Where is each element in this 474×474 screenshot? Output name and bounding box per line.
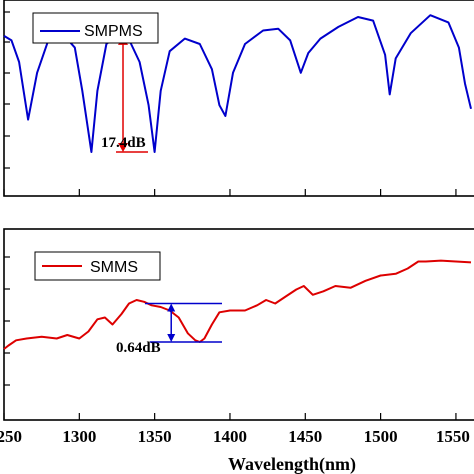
legend-top-label: SMPMS [84,23,143,40]
bottom-panel: 1250 1300 1350 1400 1450 1500 1550 0.64dB SMMS… [0,228,474,474]
series-line-smpms [3,14,472,153]
bottom-y-ticks [4,256,10,386]
annotation-arrowhead-up [167,303,176,312]
legend-bottom-box [34,251,161,281]
x-tick-label: 1450 [288,427,322,446]
top-x-ticks [3,189,457,196]
x-tick-label: 1400 [213,427,247,446]
x-tick-label: 1250 [0,427,22,446]
x-tick-label: 1550 [436,427,470,446]
annotation-arrowhead-down [167,334,176,342]
x-tick-label: 1500 [364,427,398,446]
top-y-ticks [4,11,10,169]
legend-bottom-label: SMMS [90,259,138,276]
annotation-label-17-4db: 17.4dB [101,135,146,151]
top-annotation: 17.4dB [101,35,148,153]
top-plot-frame [3,0,474,197]
legend-bottom: SMMS [34,251,161,281]
x-tick-label: 1300 [62,427,96,446]
legend-top: SMPMS [32,12,159,44]
bottom-x-ticks: 1250 1300 1350 1400 1450 1500 1550 [0,413,470,446]
x-tick-label: 1350 [138,427,172,446]
top-panel: 17.4dB SMPMS [3,0,474,197]
x-axis-label: Wavelength(nm) [228,454,356,474]
annotation-label-0-64db: 0.64dB [116,340,161,356]
series-line-smms [3,259,472,350]
bottom-plot-frame [3,228,474,421]
annotation-arrowhead-down [118,143,129,152]
bottom-annotation: 0.64dB [116,302,222,356]
legend-top-box [32,12,159,44]
